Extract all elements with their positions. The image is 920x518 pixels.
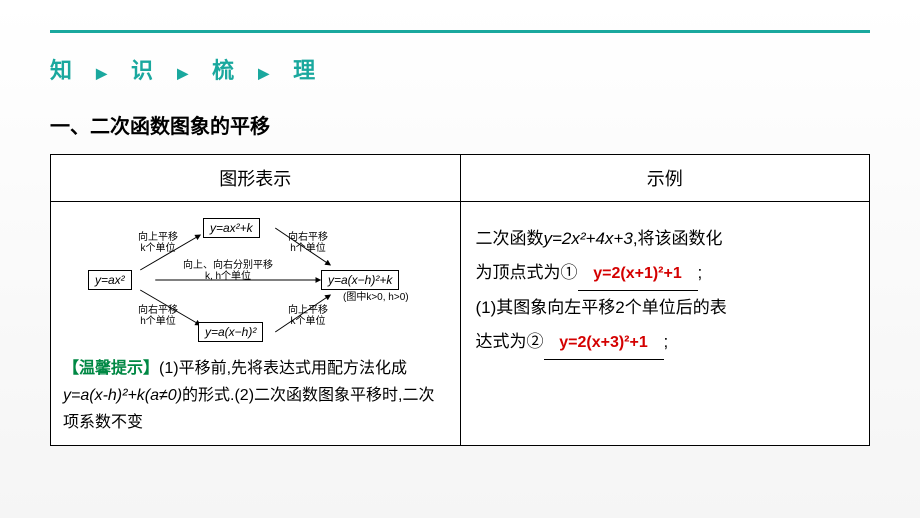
diagram-box-left: y=ax²	[88, 270, 132, 290]
label-right-top: 向右平移 h个单位	[288, 232, 328, 254]
header-border	[50, 30, 870, 33]
diagram-box-top: y=ax²+k	[203, 218, 260, 238]
label-right-bottom: 向右平移 h个单位	[138, 305, 178, 327]
example-line1: 二次函数y=2x²+4x+3,将该函数化	[476, 222, 855, 256]
ex-prefix2: 为顶点式为①	[476, 263, 578, 282]
example-line3: (1)其图象向左平移2个单位后的表	[476, 291, 855, 325]
table-header-right: 示例	[460, 155, 870, 202]
ex-prefix4: 达式为②	[476, 332, 544, 351]
title-arrow-3: ▶	[258, 65, 277, 81]
ex-prefix1: 二次函数	[476, 229, 544, 248]
label-diag: 向上、向右分别平移 k, h个单位	[183, 260, 273, 282]
title-arrow-1: ▶	[96, 65, 115, 81]
ex-suffix2: ;	[698, 263, 703, 282]
answer-2: y=2(x+3)²+1	[559, 334, 648, 351]
example-line2: 为顶点式为① y=2(x+1)²+1;	[476, 256, 855, 291]
diagram-box-right: y=a(x−h)²+k	[321, 270, 399, 290]
subtitle: 一、二次函数图象的平移	[50, 110, 870, 139]
translation-diagram: y=ax²+k y=ax² y=a(x−h)²+k y=a(x−h)² 向上平移…	[63, 210, 448, 350]
title-char-2: 识	[131, 58, 161, 83]
table-header-left: 图形表示	[51, 155, 461, 202]
content-table: 图形表示 示例	[50, 154, 870, 446]
blank-2: y=2(x+3)²+1	[544, 325, 664, 360]
label-up-left: 向上平移 k个单位	[138, 232, 178, 254]
left-cell: y=ax²+k y=ax² y=a(x−h)²+k y=a(x−h)² 向上平移…	[51, 202, 461, 446]
title-char-3: 梳	[212, 58, 242, 83]
section-title: 知 ▶ 识 ▶ 梳 ▶ 理	[50, 53, 870, 85]
answer-1: y=2(x+1)²+1	[593, 265, 682, 282]
title-char-1: 知	[50, 58, 80, 83]
right-cell: 二次函数y=2x²+4x+3,将该函数化 为顶点式为①y=2(x+1)²+1; …	[460, 202, 870, 446]
label-up-right: 向上平移 k个单位	[288, 305, 328, 327]
ex-suffix1: ,将该函数化	[633, 229, 723, 248]
tip-part1: (1)平移前,先将表达式用配方法化成	[159, 360, 407, 377]
tip-label: 【温馨提示】	[63, 360, 159, 377]
diagram-note: (图中k>0, h>0)	[343, 288, 409, 303]
title-char-4: 理	[293, 58, 323, 83]
title-arrow-2: ▶	[177, 65, 196, 81]
blank-1: y=2(x+1)²+1	[578, 256, 698, 291]
example-line4: 达式为② y=2(x+3)²+1;	[476, 325, 855, 360]
diagram-box-bottom: y=a(x−h)²	[198, 322, 263, 342]
ex-suffix4: ;	[664, 332, 669, 351]
tip-formula: y=a(x-h)²+k(a≠0)	[63, 387, 182, 404]
tip-text: 【温馨提示】(1)平移前,先将表达式用配方法化成 y=a(x-h)²+k(a≠0)…	[63, 355, 448, 437]
ex-formula1: y=2x²+4x+3	[544, 229, 633, 248]
